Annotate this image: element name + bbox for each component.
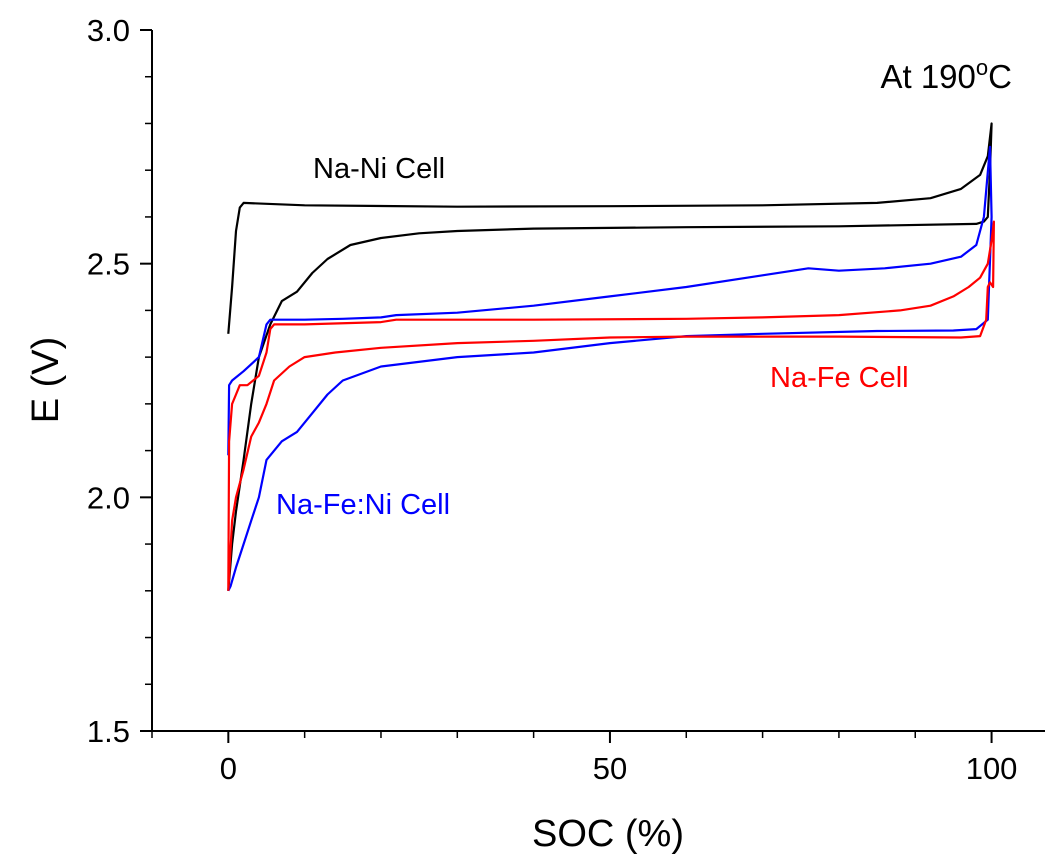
plot-frame bbox=[151, 30, 1045, 732]
temperature-label-prefix: At 190 bbox=[880, 58, 975, 95]
y-axis-title: E (V) bbox=[25, 337, 67, 424]
series-line-na-fe-cell bbox=[227, 220, 995, 591]
x-tick-label: 0 bbox=[220, 751, 237, 786]
x-axis-title: SOC (%) bbox=[532, 813, 684, 855]
x-tick-label: 100 bbox=[966, 751, 1018, 786]
ticks bbox=[140, 29, 993, 743]
annotation-na-fe-cell: Na-Fe Cell bbox=[770, 362, 909, 394]
temperature-label-suffix: C bbox=[988, 58, 1012, 95]
y-tick-label: 2.0 bbox=[87, 480, 130, 515]
tick-labels: 1.5 2.0 2.5 3.0 0 50 100 bbox=[87, 13, 1018, 786]
annotation-na-feni-cell: Na-Fe:Ni Cell bbox=[276, 489, 450, 521]
series-line-na-fe-ni-cell bbox=[227, 145, 993, 592]
x-tick-label: 50 bbox=[593, 751, 627, 786]
y-tick-label: 2.5 bbox=[87, 247, 130, 282]
y-tick-label: 1.5 bbox=[87, 714, 130, 749]
temperature-label: At 190oC bbox=[880, 55, 1012, 95]
annotation-na-ni-cell: Na-Ni Cell bbox=[313, 153, 445, 185]
series-line-na-ni-cell bbox=[227, 122, 993, 591]
series-layer bbox=[227, 122, 995, 592]
temperature-label-superscript: o bbox=[976, 55, 988, 80]
y-tick-label: 3.0 bbox=[87, 13, 130, 48]
